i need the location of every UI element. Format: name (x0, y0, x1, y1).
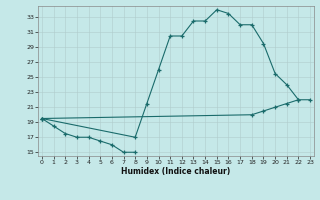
X-axis label: Humidex (Indice chaleur): Humidex (Indice chaleur) (121, 167, 231, 176)
